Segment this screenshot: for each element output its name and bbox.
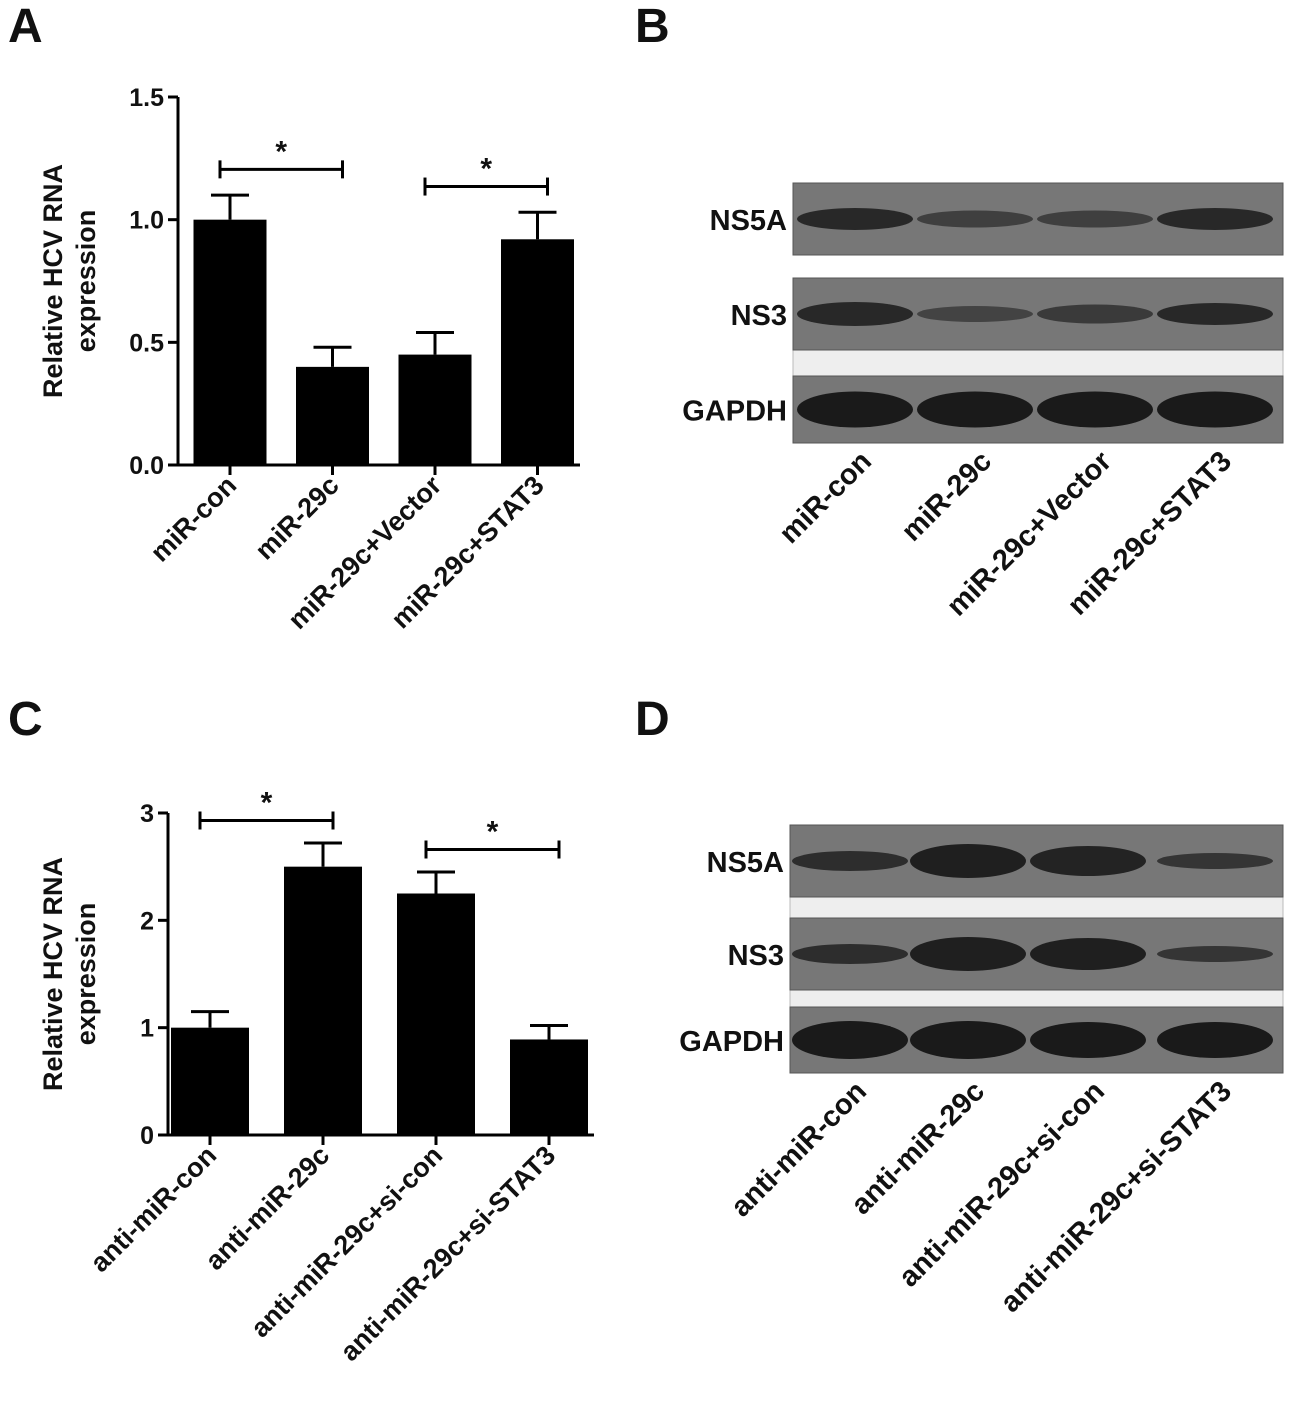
y-axis-label: expression [71,210,101,353]
blot-band [910,1021,1026,1059]
significance-label: * [480,153,492,186]
blot-band [1030,846,1146,876]
blot-band [797,208,913,230]
blot-row-label: NS3 [731,300,787,332]
y-tick-label: 1.0 [129,207,164,235]
error-bar [211,193,249,220]
panel-label: B [635,0,670,53]
blot-row-label: GAPDH [679,1026,784,1058]
blot-band [792,851,908,871]
y-axis-label: expression [71,903,101,1046]
blot-band [1157,391,1273,428]
blot-row-label: GAPDH [682,396,787,428]
blot-row-label: NS3 [728,940,784,972]
blot-band [1157,208,1273,230]
error-bar [313,345,352,367]
y-tick-label: 1.5 [129,84,164,112]
significance-label: * [487,815,499,848]
blot-band [1037,304,1153,324]
bar [501,239,574,465]
y-tick-label: 0.0 [129,452,164,480]
y-tick-label: 3 [140,800,154,828]
error-bar [417,870,455,894]
y-axis-label: Relative HCV RNA [38,857,68,1091]
error-bar [191,1010,229,1028]
error-bar [530,1024,568,1040]
bar [397,893,475,1135]
panel-label: A [8,0,43,53]
panel-label: D [635,693,670,746]
significance-label: * [275,135,287,168]
blot-band [917,306,1033,322]
y-axis-label: Relative HCV RNA [38,164,68,398]
error-bar [304,841,342,867]
blot-band [797,302,913,326]
blot-band [1157,853,1273,869]
blot-band [1157,946,1273,962]
y-tick-label: 2 [140,907,154,935]
bar [171,1027,249,1135]
y-tick-label: 0 [140,1122,154,1150]
bar [193,219,267,465]
y-tick-label: 1 [140,1015,154,1043]
blot-row-label: NS5A [707,847,784,879]
bar [284,866,362,1135]
blot-band [1157,1022,1273,1058]
blot-band [1030,938,1146,970]
blot-band [1030,1022,1146,1058]
bar [296,366,369,465]
blot-band [1037,210,1153,228]
blot-gap [792,349,1284,377]
blot-band [1037,391,1153,428]
blot-row-label: NS5A [710,205,787,237]
y-tick-label: 0.5 [129,329,164,357]
error-bar [518,210,557,240]
blot-band [792,1021,908,1059]
blot-band [917,210,1033,228]
bar [398,354,472,465]
blot-band [792,944,908,964]
panel-label: C [8,693,43,746]
error-bar [416,331,454,355]
blot-band [917,391,1033,428]
blot-band [797,391,913,428]
bar [510,1039,588,1135]
blot-gap [789,989,1284,1008]
blot-gap [789,896,1284,919]
blot-band [910,937,1026,971]
significance-label: * [261,787,273,820]
blot-band [1157,303,1273,325]
blot-band [910,844,1026,878]
